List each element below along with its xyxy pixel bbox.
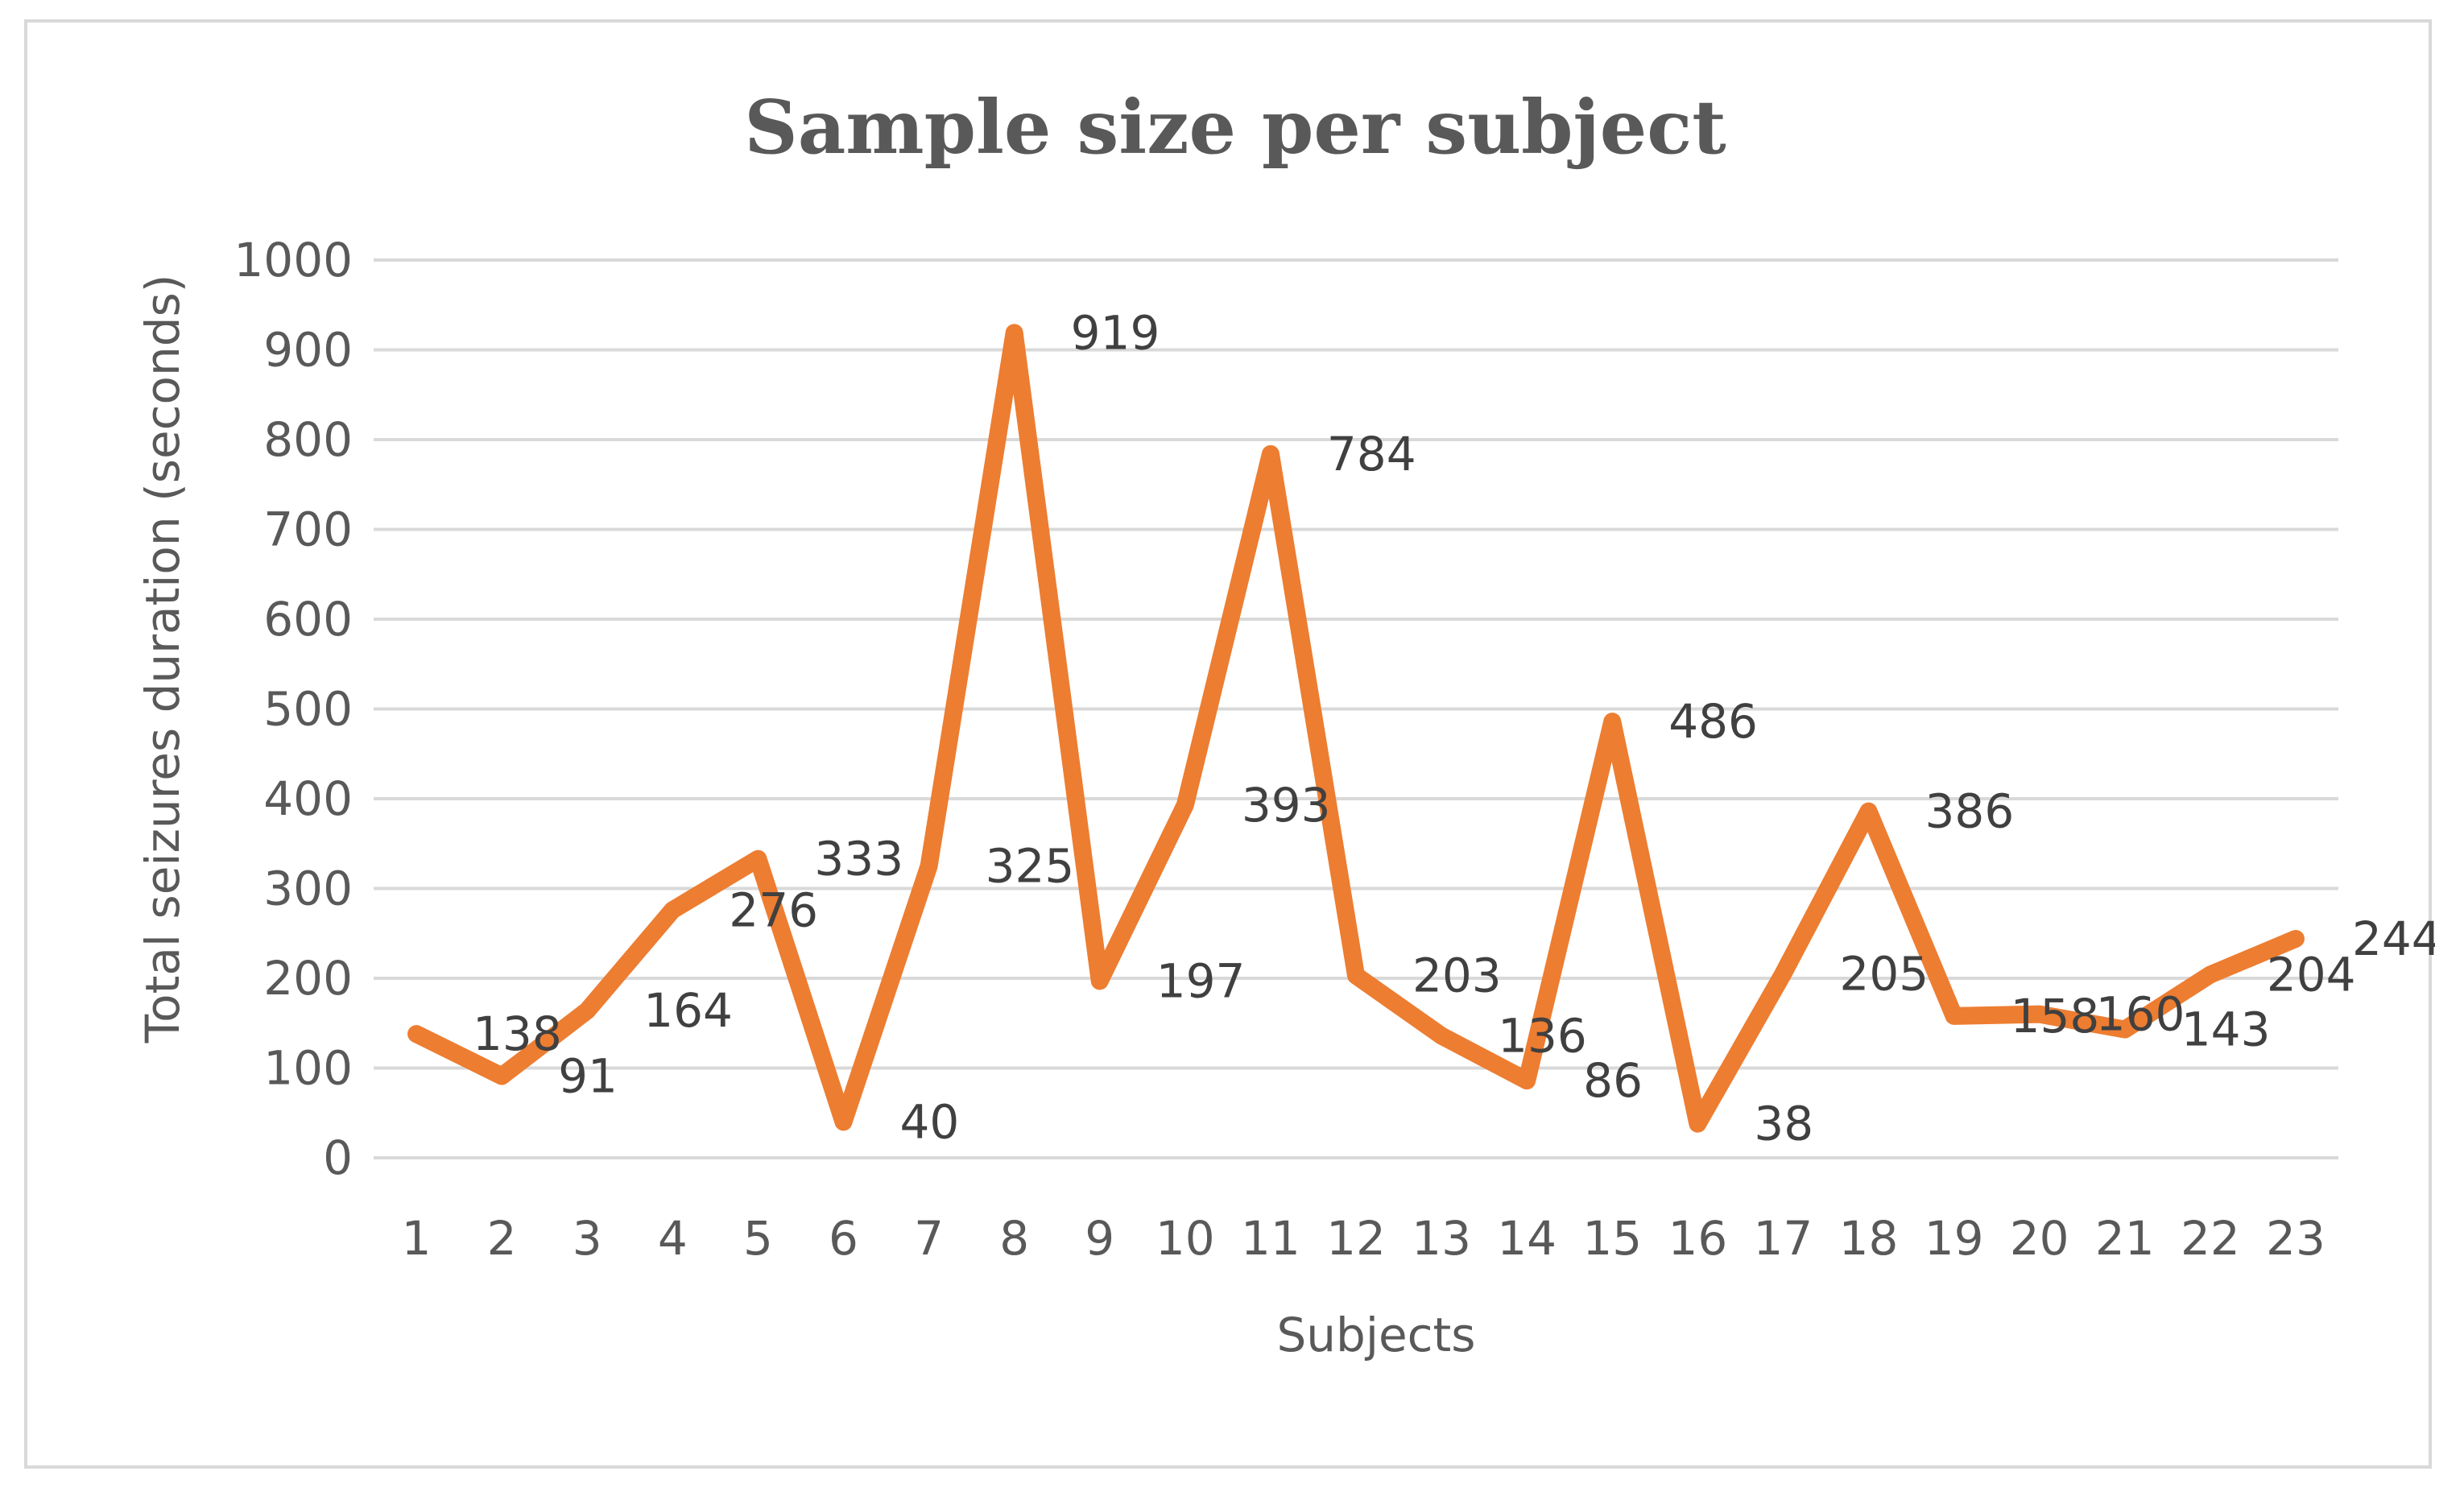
data-point (1611, 721, 1614, 723)
line-chart: Sample size per subject 0 100 200 300 400 500… (135, 84, 2435, 1362)
x-tick-label: 6 (829, 1211, 858, 1266)
data-point (1098, 980, 1101, 982)
data-point (2209, 973, 2211, 976)
x-tick-label: 3 (573, 1211, 602, 1266)
y-tick-label: 0 (323, 1130, 353, 1185)
y-tick-label: 300 (263, 862, 353, 916)
data-point (1697, 1122, 1699, 1125)
y-tick-label: 500 (263, 682, 353, 737)
data-label: 486 (1668, 694, 1758, 749)
x-tick-label: 21 (2095, 1211, 2155, 1266)
chart-title: Sample size per subject (744, 84, 1726, 171)
data-point (757, 858, 759, 860)
data-point (2294, 937, 2297, 940)
x-tick-label: 2 (487, 1211, 517, 1266)
x-tick-label: 15 (1582, 1211, 1642, 1266)
data-label: 204 (2267, 948, 2356, 1002)
data-point (1867, 810, 1870, 812)
data-label: 197 (1156, 953, 1246, 1008)
data-label: 784 (1327, 427, 1416, 481)
data-label: 143 (2181, 1002, 2271, 1057)
x-tick-label: 10 (1156, 1211, 1215, 1266)
x-tick-label: 1 (402, 1211, 432, 1266)
chart-frame: Sample size per subject 0 100 200 300 400 500… (24, 19, 2435, 1469)
data-point (1526, 1080, 1528, 1082)
data-label: 164 (643, 983, 733, 1038)
data-point (1355, 974, 1357, 977)
data-point (1013, 332, 1015, 334)
y-axis-title: Total seizures duration (seconds) (135, 275, 190, 1044)
x-tick-label: 22 (2181, 1211, 2240, 1266)
x-tick-label: 12 (1326, 1211, 1386, 1266)
y-tick-label: 100 (263, 1041, 353, 1096)
data-label: 203 (1412, 948, 1502, 1003)
y-tick-label: 700 (263, 502, 353, 557)
data-label: 205 (1839, 946, 1929, 1001)
data-point (672, 909, 674, 911)
x-tick-label: 11 (1241, 1211, 1300, 1266)
data-label: 325 (986, 839, 1075, 894)
x-tick-label: 18 (1839, 1211, 1899, 1266)
data-point (842, 1121, 845, 1123)
data-label: 244 (2352, 911, 2435, 966)
data-label: 91 (558, 1049, 618, 1104)
x-tick-label: 23 (2266, 1211, 2326, 1266)
data-point (415, 1033, 418, 1035)
x-axis-title: Subjects (1276, 1308, 1475, 1362)
x-tick-label: 8 (999, 1211, 1029, 1266)
data-label: 160 (2096, 987, 2185, 1042)
data-point (501, 1075, 503, 1077)
data-label: 86 (1583, 1053, 1643, 1108)
data-point (2038, 1013, 2040, 1015)
y-tick-label: 200 (263, 951, 353, 1006)
data-point (928, 865, 930, 867)
data-point (2123, 1028, 2126, 1031)
x-tick-label: 19 (1924, 1211, 1984, 1266)
data-label: 38 (1754, 1097, 1813, 1151)
data-label: 158 (2011, 989, 2100, 1043)
y-tick-label: 1000 (234, 233, 353, 287)
data-point (1269, 453, 1271, 455)
x-tick-label: 14 (1497, 1211, 1557, 1266)
data-label: 138 (473, 1006, 562, 1061)
x-tick-label: 13 (1412, 1211, 1471, 1266)
data-point (1441, 1035, 1443, 1037)
data-label: 386 (1925, 784, 2015, 839)
y-tick-label: 400 (263, 771, 353, 826)
data-label: 136 (1498, 1008, 1587, 1063)
x-axis-ticks: 1 2 3 4 5 6 7 8 9 10 11 12 13 14 15 16 17 18 19 20 21 22 23 (402, 1211, 2326, 1266)
y-tick-label: 600 (263, 592, 353, 647)
data-label: 393 (1242, 778, 1331, 833)
x-tick-label: 4 (658, 1211, 688, 1266)
data-label: 333 (814, 832, 903, 886)
data-point (1782, 973, 1784, 975)
data-label: 40 (899, 1094, 959, 1149)
x-tick-label: 9 (1085, 1211, 1114, 1266)
data-point (586, 1010, 589, 1012)
x-tick-label: 20 (2010, 1211, 2069, 1266)
gridlines (374, 258, 2338, 1159)
x-tick-label: 17 (1754, 1211, 1813, 1266)
y-axis-ticks: 0 100 200 300 400 500 600 700 800 900 1000 (234, 233, 353, 1185)
data-point (1184, 804, 1186, 806)
x-tick-label: 16 (1668, 1211, 1727, 1266)
series-layer (407, 324, 2305, 1133)
data-label: 276 (729, 882, 818, 937)
y-tick-label: 800 (263, 412, 353, 467)
x-tick-label: 7 (914, 1211, 944, 1266)
x-tick-label: 5 (743, 1211, 773, 1266)
data-label: 919 (1071, 305, 1160, 360)
data-point (1953, 1015, 1955, 1017)
y-tick-label: 900 (263, 323, 353, 378)
